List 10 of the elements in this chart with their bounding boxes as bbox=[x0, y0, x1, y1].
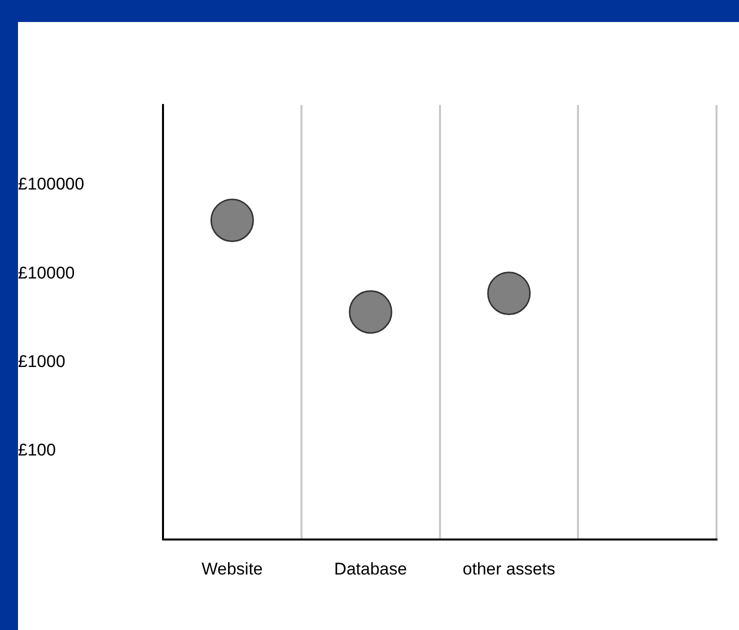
x-tick-label: Database bbox=[334, 559, 407, 578]
y-tick-label: £1000 bbox=[18, 352, 66, 372]
point bbox=[348, 290, 392, 334]
point bbox=[487, 272, 531, 316]
x-tick-label: Website bbox=[202, 559, 263, 578]
y-tick-label: £100000 bbox=[18, 174, 84, 194]
y-tick-label: £100 bbox=[18, 440, 56, 460]
point bbox=[210, 198, 254, 242]
x-tick-label: other assets bbox=[462, 559, 556, 578]
y-tick-label: £10000 bbox=[18, 263, 75, 282]
